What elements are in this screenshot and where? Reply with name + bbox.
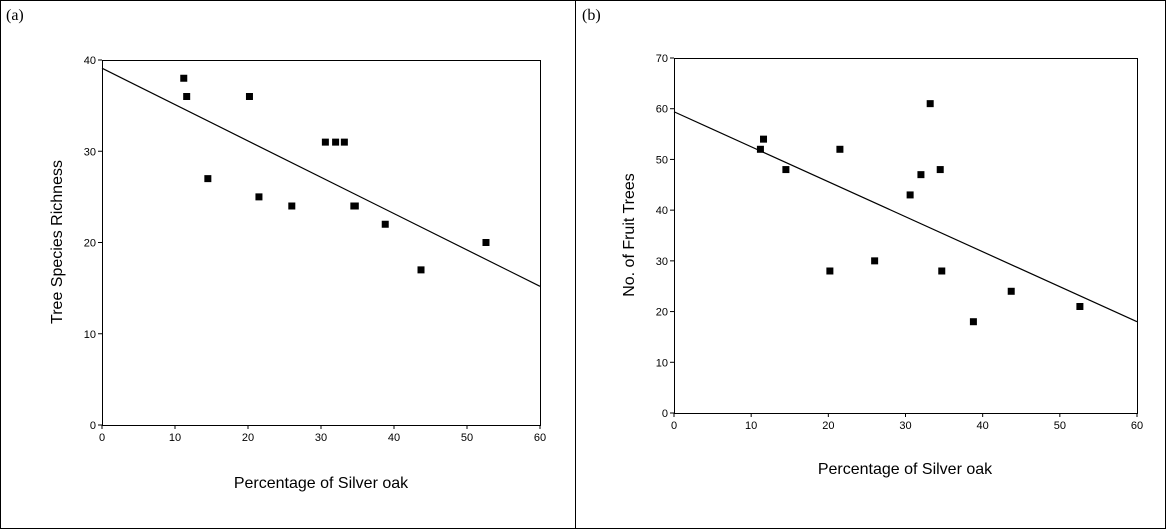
x-axis-title-a: Percentage of Silver oak <box>234 475 409 492</box>
data-point <box>351 202 359 210</box>
data-point <box>204 175 212 183</box>
panel-b: (b) Percentage of Silver oak No. of Frui… <box>582 7 1143 478</box>
y-tick-label: 50 <box>656 154 668 166</box>
data-point <box>917 171 925 179</box>
data-point <box>1007 287 1015 295</box>
y-tick-label: 0 <box>662 408 668 420</box>
x-tick-label: 10 <box>745 420 757 432</box>
data-point <box>482 239 490 246</box>
y-tick-label: 10 <box>656 357 668 369</box>
x-tick-label: 10 <box>169 432 181 444</box>
data-point <box>381 220 389 228</box>
panel-b-label: (b) <box>582 7 601 24</box>
data-point <box>926 100 934 108</box>
data-point <box>871 257 879 265</box>
data-point <box>760 135 768 143</box>
x-tick-label: 30 <box>315 432 327 444</box>
x-tick-label: 30 <box>899 420 911 432</box>
x-tick-label: 50 <box>461 432 473 444</box>
data-point <box>782 166 790 174</box>
data-point <box>938 267 946 275</box>
data-point <box>183 93 191 100</box>
x-tick-label: 40 <box>388 432 400 444</box>
y-axis-ticks-a: 0 10 20 30 40 <box>84 55 102 432</box>
x-axis-ticks-b: 0 10 20 30 40 50 60 <box>671 413 1143 432</box>
x-axis-ticks-a: 0 10 20 30 40 50 60 <box>99 425 546 444</box>
x-tick-label: 0 <box>671 420 677 432</box>
data-point <box>288 202 296 210</box>
data-point <box>245 93 253 100</box>
plot-area-a <box>102 60 541 426</box>
data-point <box>826 267 834 275</box>
data-points-a <box>101 67 541 287</box>
data-point <box>906 191 914 199</box>
panel-a-label: (a) <box>6 7 24 24</box>
x-tick-label: 20 <box>822 420 834 432</box>
data-point <box>340 138 348 146</box>
x-tick-label: 60 <box>1131 420 1143 432</box>
data-point <box>180 74 188 82</box>
y-tick-label: 10 <box>84 329 96 341</box>
data-points-b <box>673 100 1138 326</box>
y-tick-label: 40 <box>84 55 96 67</box>
x-axis-title-b: Percentage of Silver oak <box>818 461 993 478</box>
panel-a: (a) Percentage of Silver oak Tree Specie… <box>6 7 546 492</box>
data-point <box>756 145 764 153</box>
x-tick-label: 50 <box>1054 420 1066 432</box>
y-tick-label: 60 <box>656 104 668 116</box>
data-point <box>255 193 263 201</box>
data-point <box>1076 303 1084 310</box>
data-point <box>969 318 977 326</box>
data-point <box>417 266 425 274</box>
y-tick-label: 20 <box>84 238 96 250</box>
y-axis-title-b: No. of Fruit Trees <box>621 173 638 297</box>
x-tick-label: 20 <box>242 432 254 444</box>
data-point <box>936 166 944 174</box>
y-tick-label: 70 <box>656 53 668 65</box>
trend-line <box>673 111 1138 323</box>
y-tick-label: 20 <box>656 307 668 319</box>
y-tick-label: 40 <box>656 205 668 217</box>
y-tick-label: 0 <box>90 420 96 432</box>
y-axis-title-a: Tree Species Richness <box>49 160 66 324</box>
data-point <box>321 138 329 146</box>
y-axis-ticks-b: 0 10 20 30 40 50 60 70 <box>656 53 674 420</box>
x-tick-label: 60 <box>534 432 546 444</box>
y-tick-label: 30 <box>656 256 668 268</box>
plot-area-b <box>674 58 1138 414</box>
x-tick-label: 0 <box>99 432 105 444</box>
data-point <box>332 138 340 146</box>
data-point <box>836 145 844 153</box>
trend-line <box>101 67 541 287</box>
x-tick-label: 40 <box>977 420 989 432</box>
y-tick-label: 30 <box>84 146 96 158</box>
